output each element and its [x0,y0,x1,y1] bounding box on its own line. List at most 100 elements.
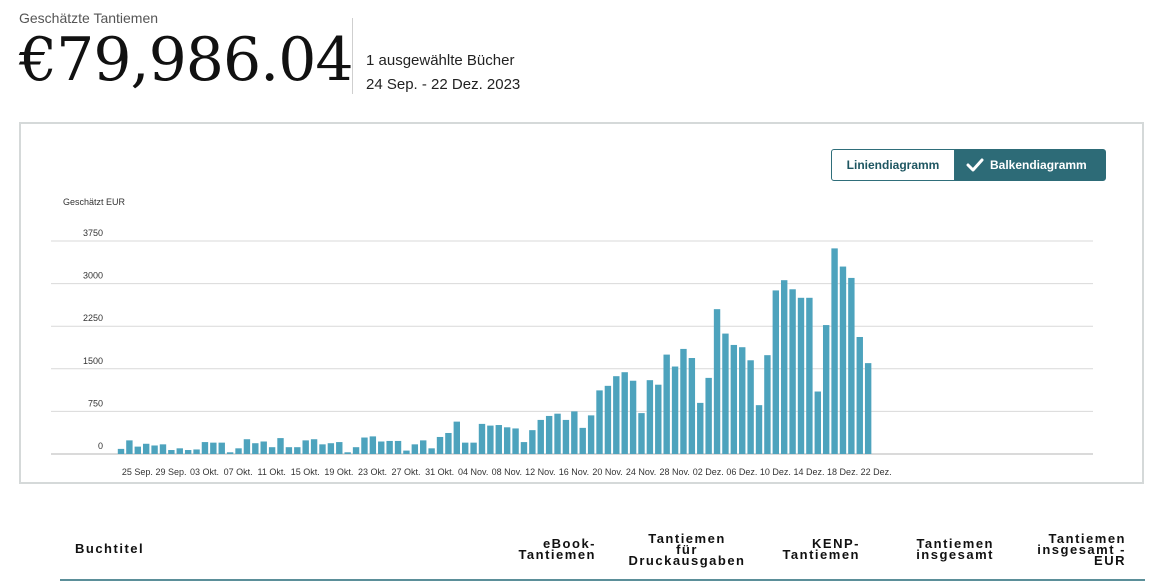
line-chart-label: Liniendiagramm [846,158,940,172]
bar [747,360,754,454]
x-tick-label: 29 Sep. [155,467,186,477]
x-tick-label: 08 Nov. [492,467,522,477]
x-tick-label: 24 Nov. [626,467,656,477]
col-header-line: insgesamt - [1037,542,1126,557]
bar [495,425,502,454]
col-header-line: EUR [1094,553,1126,568]
col-header-print-royalties[interactable]: Tantiemen für Druckausgaben [622,531,752,567]
bar [806,297,813,454]
bar [848,277,855,454]
bar [764,355,771,454]
x-tick-label: 19 Okt. [324,467,353,477]
bar [403,450,410,454]
line-chart-button[interactable]: Liniendiagramm [831,149,955,181]
bar [822,325,830,454]
bar [587,415,595,454]
bar [470,442,477,454]
y-tick-label: 2250 [83,313,103,323]
bar [210,442,217,454]
col-header-line: insgesamt [916,547,994,562]
bar [596,390,603,454]
bar [268,447,276,454]
bar-chart: 0 750 1500 2250 3000 3750 25 Sep. 29 Sep. 03 Okt… [51,228,1093,477]
bar [655,384,662,454]
bar [277,438,284,454]
y-tick-label: 1500 [83,356,103,366]
bar [663,354,670,454]
royalties-table-header: Buchtitel eBook- Tantiemen Tantiemen für… [60,524,1145,581]
bar [218,442,225,454]
y-tick-label: 750 [88,398,103,408]
x-tick-label: 23 Okt. [358,467,387,477]
bar-chart-button[interactable]: Balkendiagramm [955,149,1106,181]
bar [671,366,679,454]
date-range: 24 Sep. - 22 Dez. 2023 [366,76,521,93]
bar [856,336,863,454]
bar [159,444,167,454]
x-tick-label: 11 Okt. [258,467,286,477]
bar [629,380,637,454]
bar [680,348,687,454]
bar [789,289,796,454]
bar [730,344,738,454]
col-header-line: für [676,542,698,557]
bar [260,441,267,454]
bar [294,447,301,454]
x-tick-label: 03 Okt. [190,467,219,477]
bar [336,442,343,454]
y-tick-label: 0 [98,441,103,451]
x-tick-label: 15 Okt. [291,467,320,477]
bar [151,445,158,454]
bar [352,447,360,454]
bar [436,436,444,454]
bar [814,391,821,454]
bar [176,448,183,454]
x-tick-label: 04 Nov. [458,467,488,477]
col-header-line: Tantiemen [916,536,994,551]
x-tick-label: 25 Sep. [122,467,153,477]
y-tick-label: 3000 [83,271,103,281]
bar [344,452,351,454]
bar [864,363,872,454]
bar [310,439,318,454]
col-header-line: Tantiemen [782,547,860,562]
bar [394,440,402,454]
bar [302,440,309,454]
bar [168,450,175,454]
x-tick-label: 06 Dez. [726,467,757,477]
x-tick-label: 31 Okt. [425,467,454,477]
col-header-line: Tantiemen [1048,531,1126,546]
bar [755,405,763,454]
col-header-total-royalties-eur[interactable]: Tantiemen insgesamt - EUR [1018,531,1126,568]
bar [613,376,620,454]
bar [193,449,200,454]
col-header-total-royalties[interactable]: Tantiemen insgesamt [902,536,994,562]
bar [285,447,293,454]
bar [554,413,561,454]
x-tick-label: 14 Dez. [793,467,824,477]
col-header-line: Tantiemen [648,531,726,546]
bar [369,436,377,454]
bar [571,411,578,454]
bar [545,415,553,454]
bar [537,419,544,454]
bar [134,446,141,454]
x-tick-label: 27 Okt. [392,467,421,477]
col-header-line: eBook- [542,536,596,551]
chart-panel: Liniendiagramm Balkendiagramm Geschätzt … [19,122,1144,484]
bar [562,419,570,454]
col-header-book-title[interactable]: Buchtitel [75,541,145,556]
y-axis-label: Geschätzt EUR [63,197,126,207]
bar-chart-label: Balkendiagramm [990,158,1087,172]
col-header-ebook-royalties[interactable]: eBook- Tantiemen [500,536,596,561]
bar [386,440,393,454]
bar [713,309,721,454]
bar [378,441,385,454]
bar [445,432,452,454]
bar [638,413,645,454]
col-header-kenp-royalties[interactable]: KENP- Tantiemen [768,537,860,562]
bar [604,385,612,454]
bar [697,402,704,454]
bar [520,442,528,454]
bar [579,427,586,454]
